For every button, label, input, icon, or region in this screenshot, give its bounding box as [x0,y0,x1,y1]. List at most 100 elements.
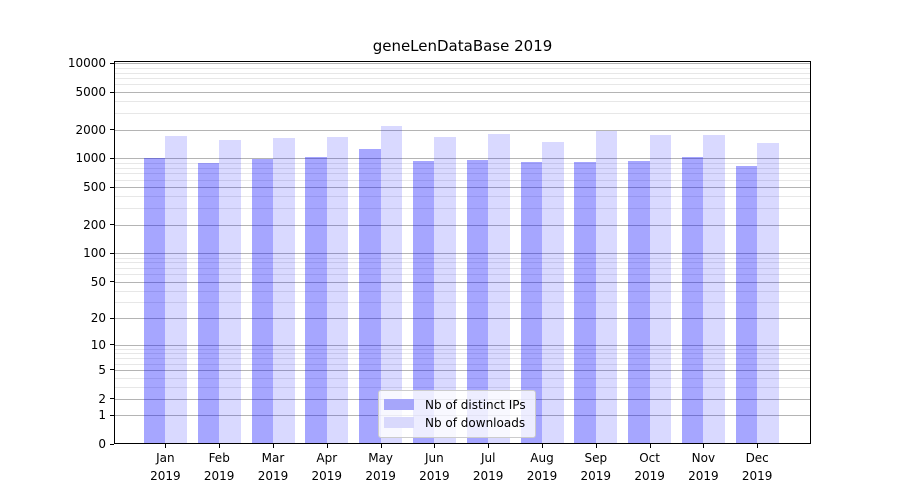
x-tick-year: 2019 [257,469,289,483]
x-tick-label: Dec 2019 [729,449,785,485]
x-tick-year: 2019 [688,469,719,483]
bar-downloads [165,136,187,444]
y-tick-label: 5 [98,362,106,377]
major-gridline [114,92,811,93]
bar-distinct-ips [143,157,166,444]
x-tick-year: 2019 [311,469,343,483]
bar-downloads [649,135,672,444]
minor-gridline [114,267,811,269]
minor-gridline [114,67,811,69]
legend-swatch-distinct-ips [384,399,414,410]
bar-distinct-ips [305,156,327,444]
x-tick-mark [380,444,382,448]
x-tick-mark [595,444,597,448]
minor-gridline [114,302,811,304]
x-tick-month: Aug [530,451,554,465]
minor-gridline [114,173,811,175]
major-gridline [114,253,811,255]
x-tick-month: Jun [425,451,444,465]
x-tick-mark [219,444,221,448]
y-tick-label: 0 [98,437,106,451]
minor-gridline [114,386,811,388]
x-tick-year: 2019 [580,469,612,483]
bar-distinct-ips [628,161,650,444]
x-tick-label: Feb 2019 [191,449,247,485]
minor-gridline [114,167,811,169]
bar-downloads [757,143,779,444]
major-gridline [114,344,811,346]
minor-gridline [114,179,811,181]
y-tick-label: 10 [90,337,106,352]
y-tick-mark [110,443,114,445]
bar-distinct-ips [681,156,704,444]
bar-distinct-ips [359,148,381,444]
bar-downloads [488,134,510,444]
x-tick-month: Feb [208,451,230,465]
minor-gridline [114,162,811,164]
major-gridline [114,318,811,320]
minor-gridline [114,101,811,103]
legend-label-distinct-ips: Nb of distinct IPs [425,397,526,412]
bar-distinct-ips [197,163,220,444]
bar-downloads [219,140,241,444]
y-tick-label: 5000 [75,85,106,99]
major-gridline [114,281,811,283]
x-tick-month: Apr [316,451,338,465]
x-tick-label: Jun 2019 [406,449,462,485]
y-tick-mark [110,252,114,254]
x-tick-month: Sep [584,451,608,465]
chart-title: geneLenDataBase 2019 [372,37,553,55]
x-tick-month: Jan [156,451,175,465]
y-tick-mark [110,369,114,371]
x-tick-mark [757,444,759,448]
y-tick-mark [110,186,114,188]
bar-distinct-ips [520,161,542,444]
major-gridline [114,224,811,226]
bar-downloads [380,126,403,444]
y-tick-mark [110,414,114,416]
x-tick-mark [165,444,167,448]
x-tick-month: Jul [480,451,496,465]
legend: Nb of distinct IPs Nb of downloads [378,390,536,438]
x-tick-mark [273,444,274,448]
legend-row: Nb of distinct IPs [384,397,526,412]
bar-downloads [326,136,349,444]
x-tick-mark [703,444,705,448]
bar-distinct-ips [735,166,758,444]
x-tick-month: Nov [691,451,716,465]
major-gridline [114,63,811,65]
x-tick-mark [434,444,436,448]
y-tick-mark [110,129,114,131]
y-tick-mark [110,398,114,400]
minor-gridline [114,290,811,292]
minor-gridline [114,84,811,86]
y-tick-label: 1 [98,408,106,423]
x-tick-month: Dec [745,451,769,465]
x-tick-year: 2019 [365,469,396,483]
minor-gridline [114,78,811,80]
major-gridline [114,129,811,131]
minor-gridline [114,113,811,115]
bar-distinct-ips [466,159,489,444]
x-tick-year: 2019 [472,469,504,483]
x-tick-year: 2019 [203,469,235,483]
y-tick-mark [110,224,114,226]
bar-downloads [595,130,618,444]
bar-distinct-ips [574,161,596,444]
bar-downloads [542,142,564,444]
x-tick-month: Mar [261,451,285,465]
y-tick-label: 200 [83,217,106,232]
x-tick-year: 2019 [634,469,665,483]
bar-downloads [434,137,456,444]
y-tick-mark [110,62,114,64]
y-tick-mark [110,344,114,346]
minor-gridline [114,274,811,276]
x-tick-mark [649,444,651,448]
x-tick-label: May 2019 [353,449,409,485]
minor-gridline [114,196,811,198]
y-tick-mark [110,91,114,93]
y-tick-label: 500 [83,180,106,195]
x-tick-label: Jul 2019 [460,449,516,485]
x-tick-label: Sep 2019 [568,449,624,485]
